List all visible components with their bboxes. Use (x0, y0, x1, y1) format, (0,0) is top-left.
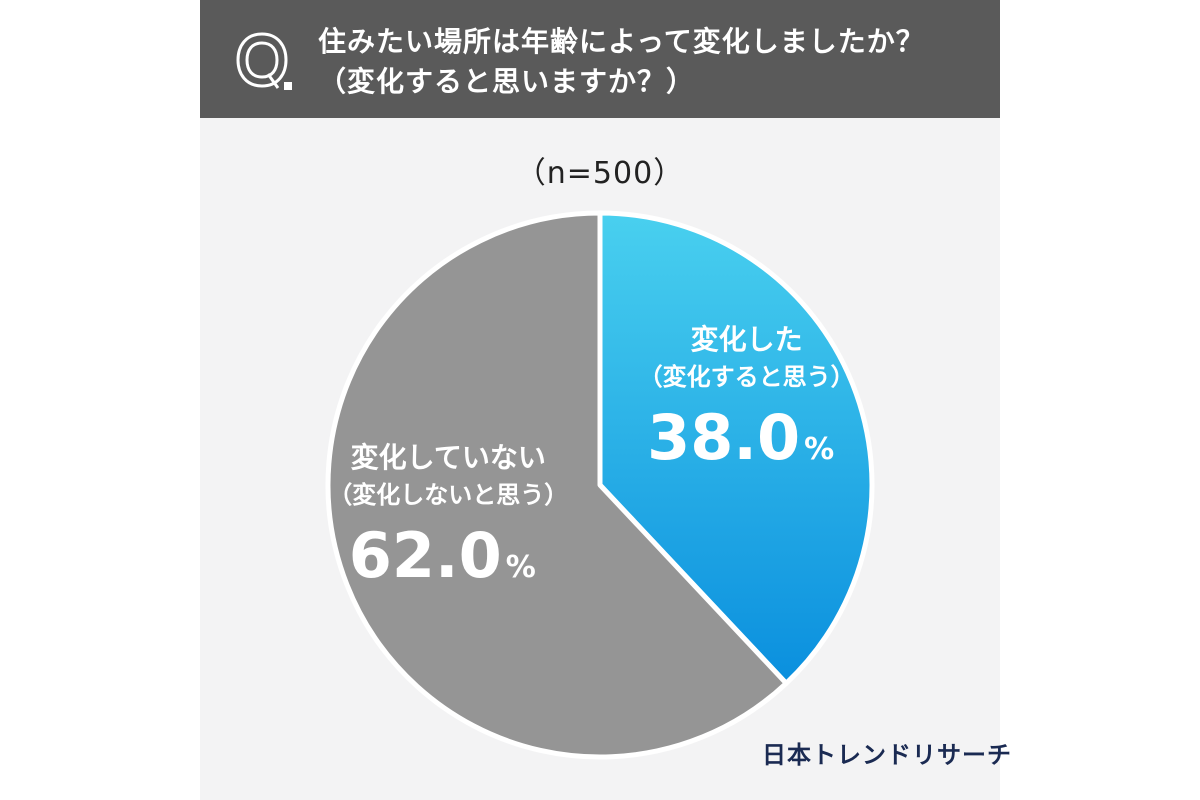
slice-changed (597, 210, 875, 686)
slice-value-number-not-changed: 62.0 (349, 519, 502, 592)
slice-value-unit-not-changed: % (506, 550, 536, 585)
slice-sublabel-not-changed: （変化しないと思う） (328, 481, 568, 509)
question-line-2: （変化すると思いますか？） (318, 65, 696, 98)
slice-not-changed (325, 210, 789, 760)
question-line-1: 住みたい場所は年齢によって変化しましたか？ (318, 25, 925, 58)
chart-card: 住みたい場所は年齢によって変化しましたか？ （変化すると思いますか？） （n=5… (200, 0, 1011, 800)
pie-chart: 変化した （変化すると思う） 38.0 % 変化していない （変化しないと思う） 62.0% (325, 210, 875, 760)
question-q-icon (234, 30, 294, 94)
slice-label-changed: 変化した (691, 323, 803, 356)
sample-size-label: （n=500） (515, 156, 685, 191)
slice-value-changed: 38.0% (647, 401, 834, 474)
slice-value-number-changed: 38.0 (647, 401, 800, 474)
brand-logo: 日本トレンドリサーチ (762, 741, 1012, 769)
question-header: 住みたい場所は年齢によって変化しましたか？ （変化すると思いますか？） (200, 0, 1000, 118)
slice-label-not-changed: 変化していない (351, 441, 546, 474)
slice-value-not-changed: 62.0% (349, 519, 536, 592)
slice-value-unit-changed: % (804, 432, 834, 467)
question-text: 住みたい場所は年齢によって変化しましたか？ （変化すると思いますか？） (318, 22, 925, 102)
slice-sublabel-changed: （変化すると思う） (639, 363, 855, 391)
